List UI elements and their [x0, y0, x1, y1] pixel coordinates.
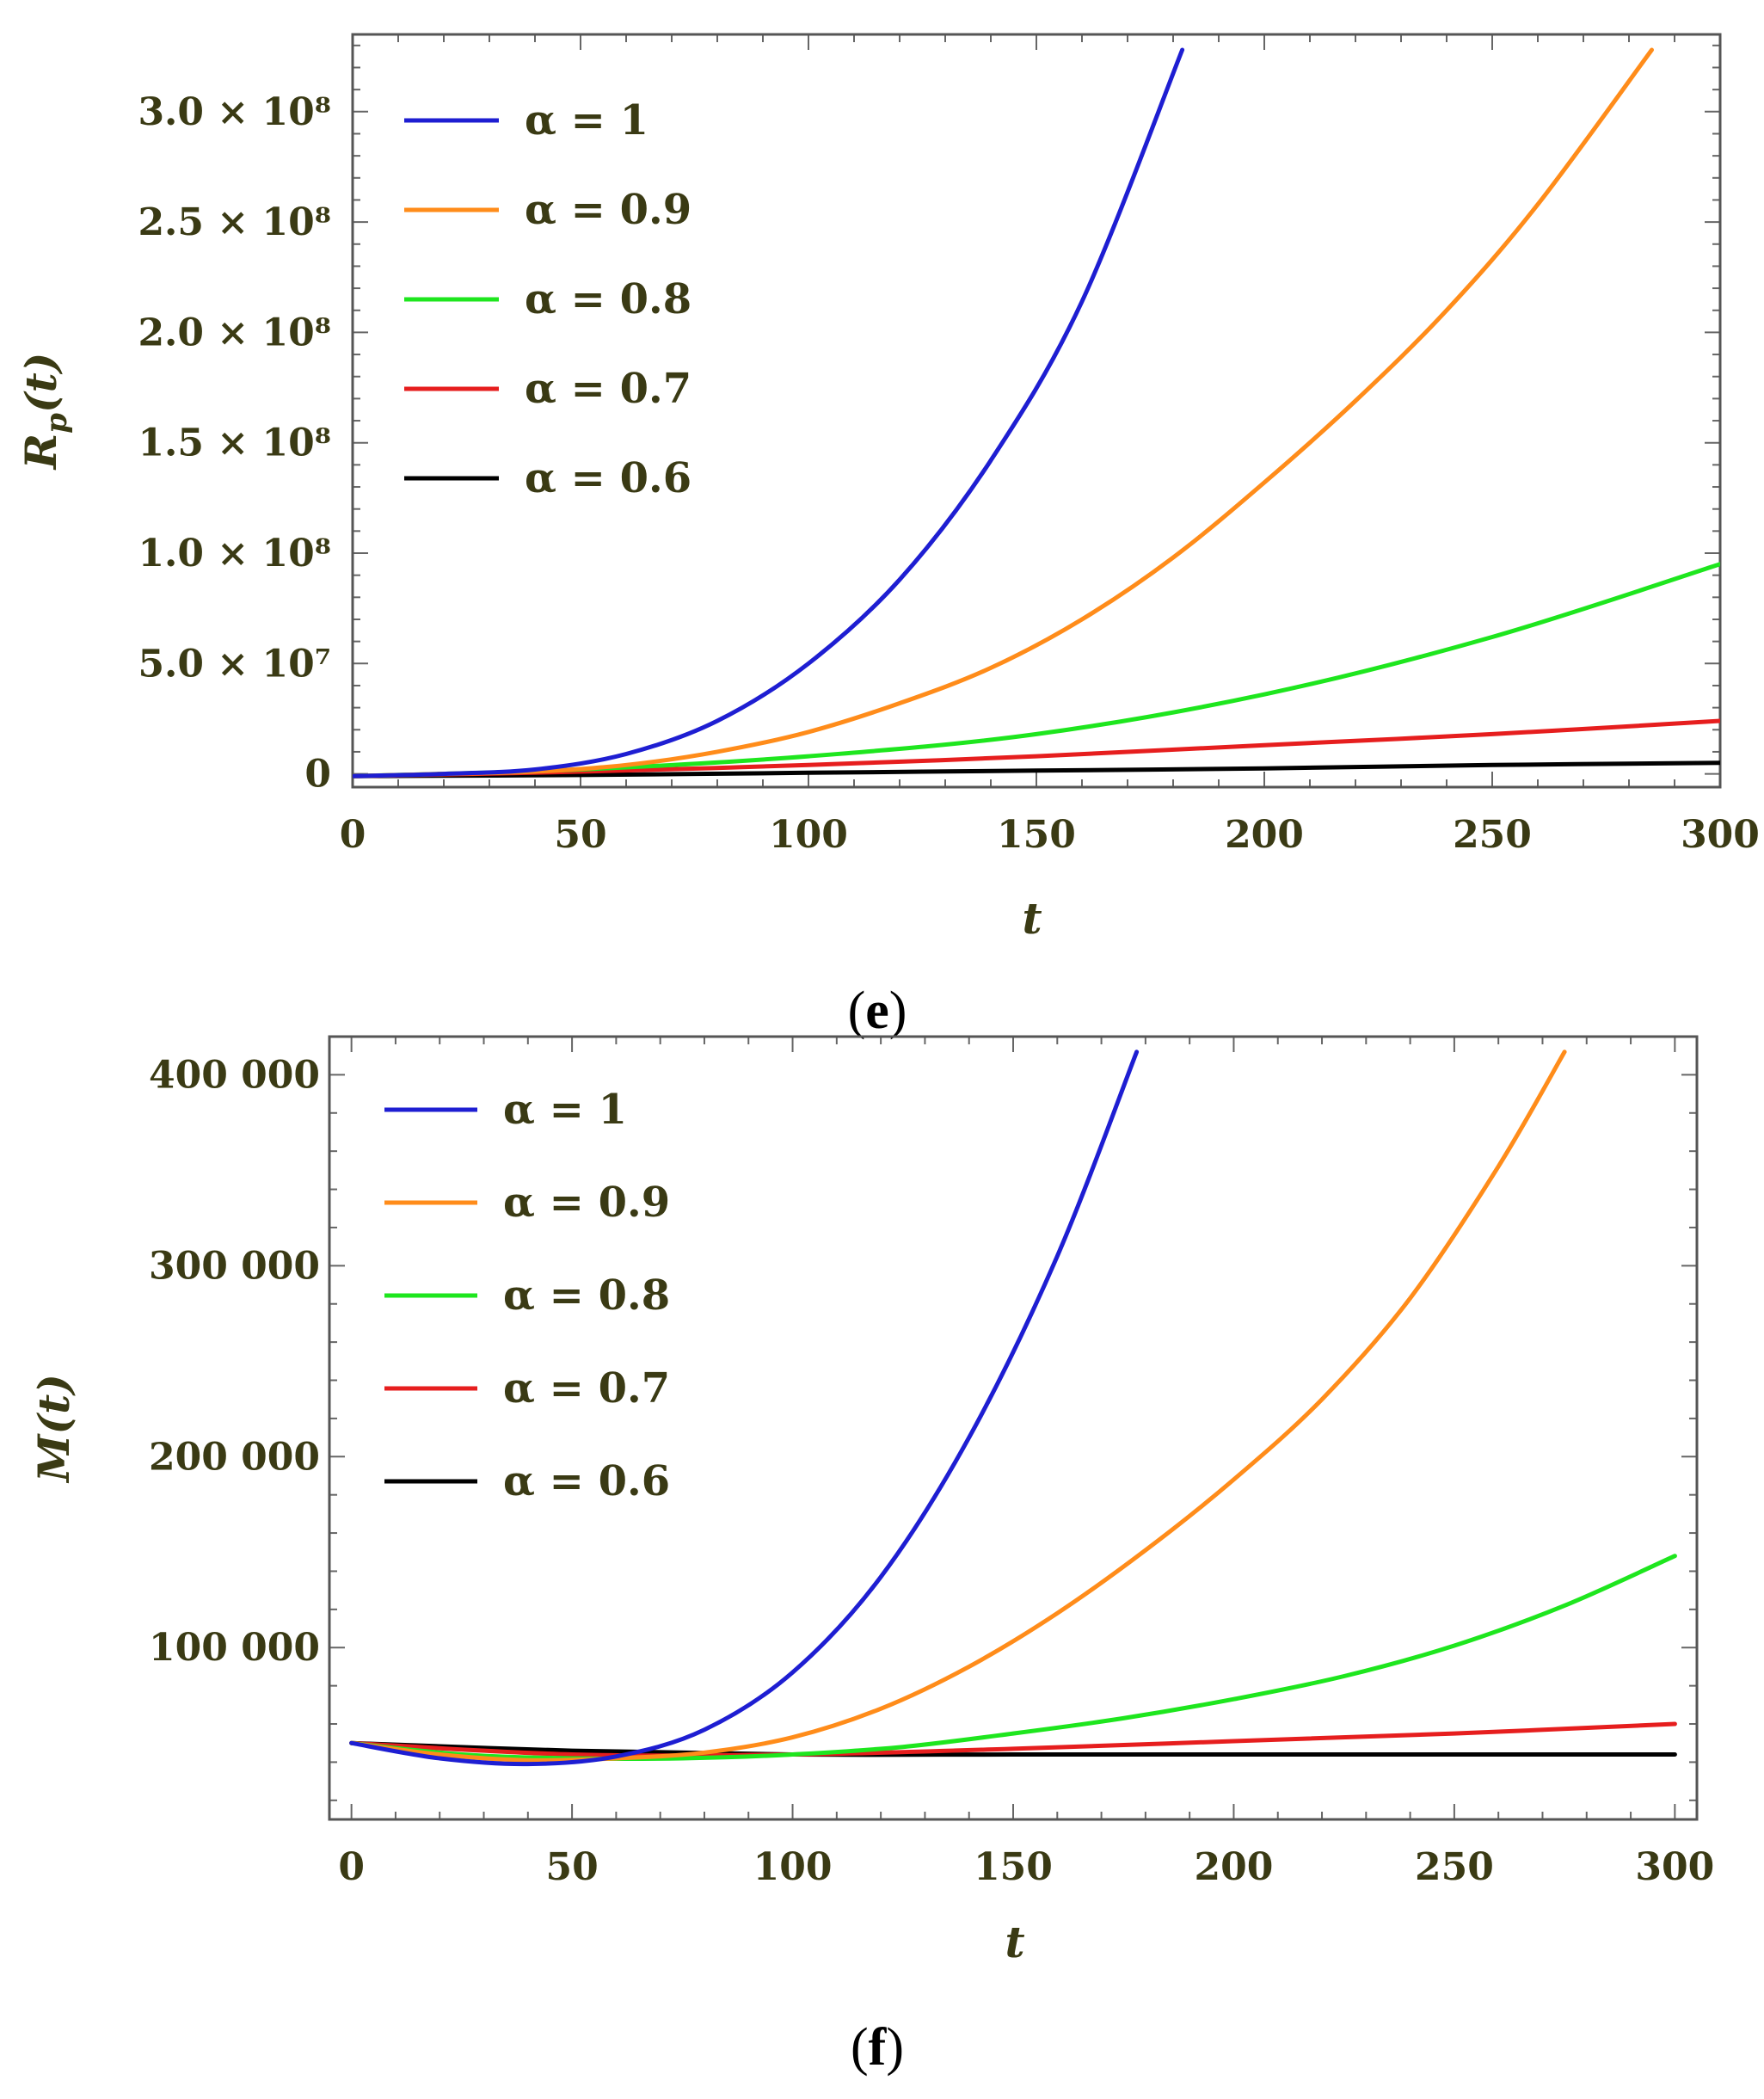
x-tick-label: 100	[769, 813, 848, 857]
x-tick-label: 150	[997, 813, 1076, 857]
y-axis-title: M(t)	[28, 1374, 79, 1484]
x-axis-title: t	[1005, 1917, 1024, 1967]
legend-label: α = 1	[503, 1086, 627, 1134]
series-line-0.7	[349, 1721, 1677, 1758]
series-line-1	[353, 47, 1185, 779]
chart-panel-e: 0 50 100 150 200 250 300 0 5.0 × 10⁷ 1.0 × 10⁸ 1.5…	[15, 33, 1760, 1040]
plot-frame	[351, 33, 1722, 789]
legend-label: α = 0.7	[503, 1364, 670, 1413]
x-tick-label: 0	[340, 813, 366, 857]
y-tick-label: 0	[304, 753, 331, 797]
x-tick-label: 200	[1225, 813, 1304, 857]
x-axis-title: t	[1022, 893, 1042, 944]
y-tick-label: 2.0 × 10⁸	[138, 311, 331, 354]
series-line-0.8	[353, 562, 1720, 779]
x-tick-label: 0	[338, 1845, 365, 1889]
x-tick-label: 250	[1415, 1845, 1494, 1889]
series-line-0.6	[349, 1740, 1677, 1757]
legend-label: α = 0.6	[503, 1457, 670, 1505]
y-tick-label: 2.5 × 10⁸	[138, 200, 331, 244]
series-lines	[349, 1050, 1677, 1767]
y-tick-label: 100 000	[149, 1626, 320, 1670]
plot-frame	[328, 1035, 1699, 1821]
y-axis-title: Rp(t)	[15, 353, 74, 471]
y-tick-label: 300 000	[149, 1244, 320, 1288]
y-tick-label: 200 000	[149, 1435, 320, 1479]
y-tick-label: 400 000	[149, 1053, 320, 1097]
x-tick-label: 200	[1195, 1845, 1274, 1889]
legend: α = 1 α = 0.9 α = 0.8 α = 0.7 α = 0.6	[404, 96, 691, 502]
y-tick-label: 1.0 × 10⁸	[138, 532, 331, 576]
panel-caption: (f)	[851, 2018, 904, 2077]
legend-label: α = 0.9	[503, 1179, 670, 1227]
legend: α = 1 α = 0.9 α = 0.8 α = 0.7 α = 0.6	[384, 1086, 670, 1505]
y-tick-label: 3.0 × 10⁸	[138, 90, 331, 134]
x-tick-label: 100	[753, 1845, 833, 1889]
x-tick-label: 50	[545, 1845, 598, 1889]
x-tick-label: 300	[1681, 813, 1760, 857]
series-line-0.6	[353, 760, 1720, 779]
x-tick-label: 150	[974, 1845, 1053, 1889]
y-tick-label: 5.0 × 10⁷	[138, 642, 331, 686]
series-line-0.8	[349, 1554, 1677, 1762]
x-tick-label: 50	[554, 813, 606, 857]
series-line-0.9	[353, 47, 1654, 779]
y-tick-label: 1.5 × 10⁸	[138, 422, 331, 465]
legend-label: α = 0.9	[525, 186, 691, 234]
x-tick-label: 300	[1635, 1845, 1714, 1889]
chart-panel-f: 0 50 100 150 200 250 300 100 000 200 000 300 000 4…	[28, 1035, 1714, 2077]
panel-caption: (e)	[848, 982, 907, 1040]
series-line-0.9	[349, 1050, 1567, 1763]
legend-label: α = 0.8	[525, 275, 691, 323]
legend-label: α = 0.7	[525, 365, 691, 413]
tick-marks	[329, 1036, 1697, 1819]
series-lines	[353, 47, 1720, 779]
legend-label: α = 0.6	[525, 454, 691, 502]
legend-label: α = 0.8	[503, 1271, 670, 1320]
legend-label: α = 1	[525, 96, 648, 145]
x-tick-label: 250	[1453, 813, 1532, 857]
series-line-1	[349, 1050, 1140, 1767]
